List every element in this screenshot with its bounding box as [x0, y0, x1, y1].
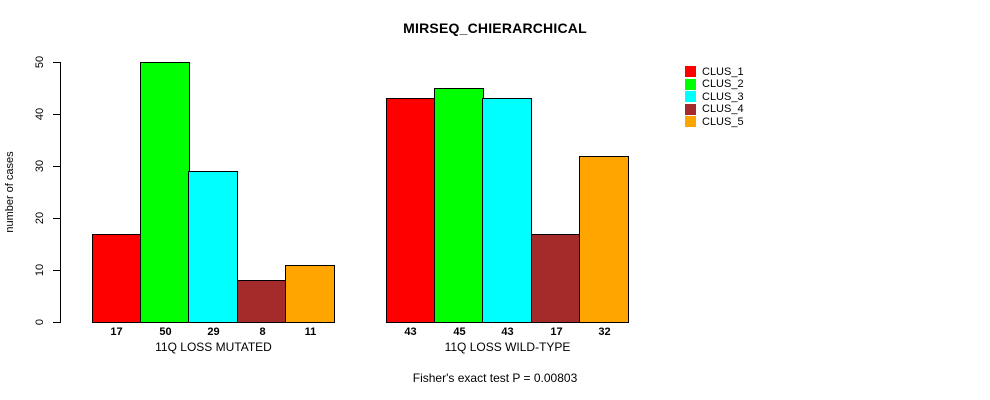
bar-clus_2 — [140, 62, 190, 323]
y-tick-label-text: 20 — [34, 211, 46, 225]
bar-clus_3 — [482, 98, 532, 323]
bar-clus_4 — [531, 234, 581, 323]
bar-value-label: 43 — [501, 326, 514, 338]
y-tick-mark — [53, 166, 60, 167]
chart-title: MIRSEQ_CHIERARCHICAL — [403, 20, 587, 36]
legend-label: CLUS_4 — [702, 103, 744, 115]
legend-item-clus_3: CLUS_3 — [685, 91, 744, 103]
y-tick-label-text: 50 — [34, 55, 46, 69]
bar-value-label: 29 — [207, 326, 220, 338]
y-tick-label: 30 — [28, 157, 52, 175]
legend-swatch-clus_5 — [685, 116, 696, 127]
legend-item-clus_4: CLUS_4 — [685, 103, 744, 115]
legend-item-clus_5: CLUS_5 — [685, 116, 744, 128]
y-axis-label: number of cases — [4, 151, 16, 233]
y-tick-mark — [53, 270, 60, 271]
y-tick-label: 10 — [28, 261, 52, 279]
bar-clus_4 — [237, 280, 287, 323]
legend-item-clus_1: CLUS_1 — [685, 66, 744, 78]
y-tick-label-text: 40 — [34, 107, 46, 121]
bar-value-label: 43 — [404, 326, 417, 338]
y-tick-label: 0 — [28, 313, 52, 331]
bar-clus_1 — [92, 234, 141, 323]
bar-clus_3 — [188, 171, 238, 323]
legend-swatch-clus_3 — [685, 91, 696, 102]
bar-clus_5 — [285, 265, 335, 323]
legend-label: CLUS_3 — [702, 90, 744, 103]
bar-value-label: 17 — [550, 326, 563, 338]
y-tick-label: 50 — [28, 53, 52, 71]
bar-value-label: 45 — [453, 326, 466, 338]
group-label: 11Q LOSS WILD-TYPE — [444, 340, 571, 354]
legend-label: CLUS_2 — [702, 78, 744, 90]
y-tick-label: 20 — [28, 209, 52, 227]
legend-label: CLUS_5 — [702, 115, 744, 128]
bar-value-label: 50 — [159, 326, 172, 338]
y-tick-mark — [53, 62, 60, 63]
y-tick-mark — [53, 322, 60, 323]
bar-value-label: 17 — [110, 326, 123, 338]
y-tick-mark — [53, 114, 60, 115]
bar-value-label: 11 — [304, 326, 317, 338]
bar-clus_5 — [579, 156, 629, 323]
legend-item-clus_2: CLUS_2 — [685, 78, 744, 90]
y-tick-mark — [53, 218, 60, 219]
stat-annotation: Fisher's exact test P = 0.00803 — [412, 371, 578, 385]
bar-clus_2 — [434, 88, 484, 323]
bar-value-label: 8 — [259, 326, 266, 338]
group-label: 11Q LOSS MUTATED — [155, 340, 272, 354]
legend-label: CLUS_1 — [702, 65, 744, 78]
bar-clus_1 — [386, 98, 435, 323]
y-tick-label-text: 0 — [34, 318, 46, 326]
y-axis-line — [60, 62, 61, 323]
y-tick-label-text: 10 — [34, 263, 46, 277]
legend-swatch-clus_4 — [685, 103, 696, 115]
y-tick-label: 40 — [28, 105, 52, 123]
bar-value-label: 32 — [598, 326, 611, 338]
y-tick-label-text: 30 — [34, 159, 46, 173]
legend-swatch-clus_2 — [685, 78, 696, 90]
legend-swatch-clus_1 — [685, 66, 696, 77]
